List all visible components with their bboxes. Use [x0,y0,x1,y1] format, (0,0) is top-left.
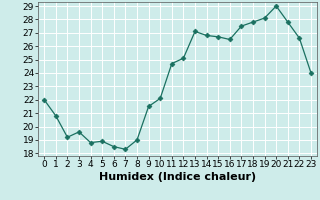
X-axis label: Humidex (Indice chaleur): Humidex (Indice chaleur) [99,172,256,182]
